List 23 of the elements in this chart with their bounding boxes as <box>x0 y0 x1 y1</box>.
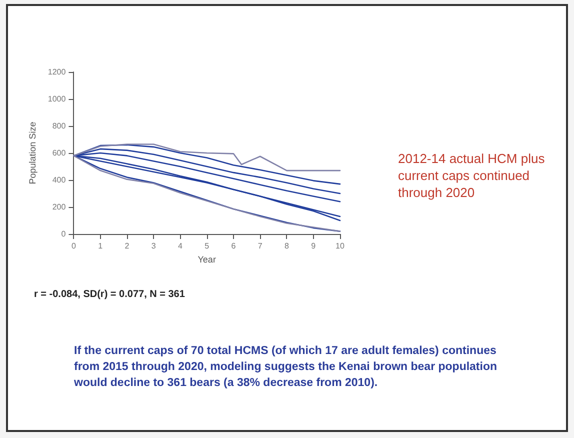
text: r = -0.084, SD(r) = 0.077, N = 361 <box>34 289 185 300</box>
x-tick-label: 8 <box>284 242 290 250</box>
y-tick-label: 600 <box>52 148 66 158</box>
text: If the current caps of 70 total HCMS (of which 17 are adult females) continues from 2015 through 2020, modeling suggests the Kenai brown bear population would decline to 361 bears (a 38% decrease from 2010). <box>74 344 498 391</box>
y-tick-label: 0 <box>61 230 66 238</box>
y-axis-title: Population Size <box>28 122 38 184</box>
text: 2012-14 actual HCM plus current caps continued through 2020 <box>398 150 546 201</box>
x-tick-label: 5 <box>204 242 210 250</box>
x-tick-label: 1 <box>98 242 104 250</box>
x-tick-label: 6 <box>231 242 236 250</box>
x-tick-label: 10 <box>336 242 345 250</box>
y-tick-label: 800 <box>52 122 66 130</box>
x-tick-label: 4 <box>178 242 183 250</box>
y-tick-label: 400 <box>52 176 66 184</box>
x-tick-label: 3 <box>151 242 156 250</box>
y-tick-label: 200 <box>52 202 66 212</box>
x-tick-label: 0 <box>71 242 76 250</box>
x-tick-label: 7 <box>258 242 263 250</box>
x-tick-label: 2 <box>124 242 130 250</box>
y-tick-label: 1200 <box>48 68 66 76</box>
y-tick-label: 1000 <box>48 94 66 104</box>
x-tick-label: 9 <box>311 242 316 250</box>
x-axis-title: Year <box>198 254 216 264</box>
